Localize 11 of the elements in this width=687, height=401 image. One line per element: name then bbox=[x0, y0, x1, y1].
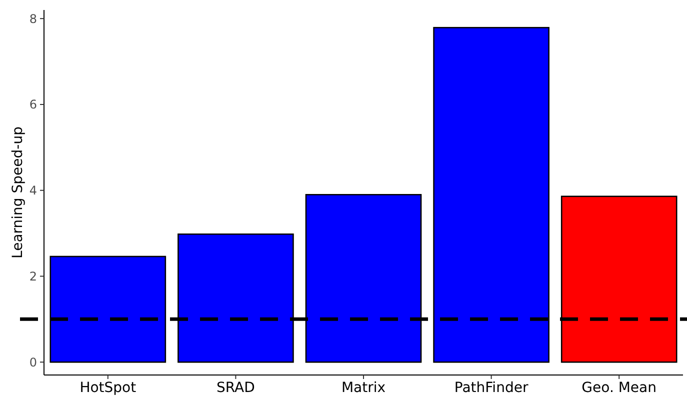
y-axis-title: Learning Speed-up bbox=[10, 126, 26, 258]
x-tick-label: PathFinder bbox=[454, 380, 528, 396]
y-tick-label: 0 bbox=[29, 355, 37, 370]
y-tick-label: 8 bbox=[29, 12, 37, 26]
y-tick-label: 6 bbox=[29, 98, 37, 112]
y-tick-label: 4 bbox=[29, 184, 37, 198]
y-tick-label: 2 bbox=[29, 269, 37, 284]
x-tick-label: Matrix bbox=[341, 380, 386, 396]
x-tick-label: SRAD bbox=[216, 380, 255, 396]
x-tick-label: HotSpot bbox=[80, 380, 137, 396]
x-tick-label: Geo. Mean bbox=[582, 380, 657, 396]
